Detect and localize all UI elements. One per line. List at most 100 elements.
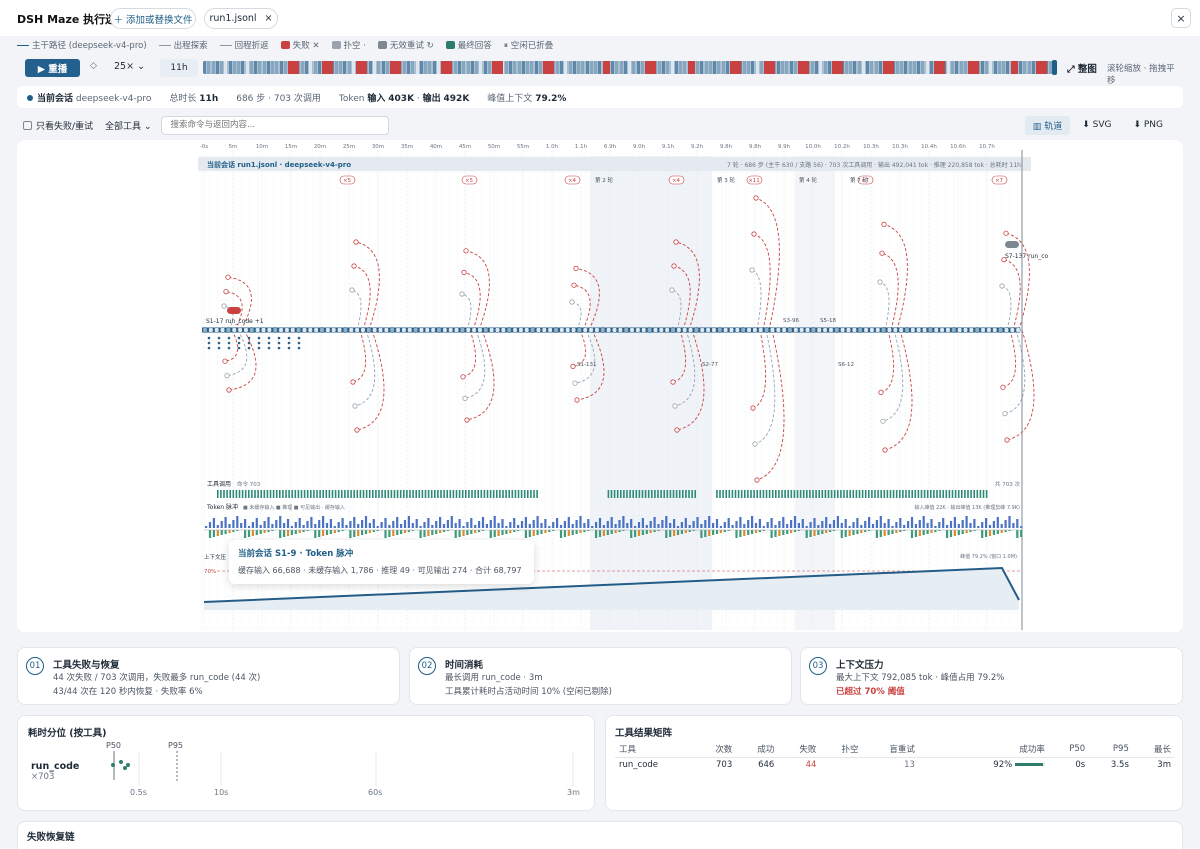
step-node[interactable]	[1015, 326, 1021, 334]
step-node[interactable]	[284, 326, 290, 334]
step-node[interactable]	[395, 326, 401, 334]
step-node[interactable]	[711, 326, 717, 334]
branch-end[interactable]	[354, 427, 360, 433]
step-node[interactable]	[214, 326, 220, 334]
step-node[interactable]	[752, 326, 758, 334]
step-node[interactable]	[266, 326, 272, 334]
step-node[interactable]	[787, 326, 793, 334]
step-node[interactable]	[962, 326, 969, 334]
branch-end[interactable]	[226, 387, 232, 393]
step-node[interactable]	[448, 326, 454, 334]
tool-select[interactable]: 全部工具 ⌄	[105, 119, 151, 132]
step-node[interactable]	[851, 326, 857, 334]
branch-end[interactable]	[572, 380, 578, 386]
step-node[interactable]	[933, 326, 939, 334]
only-fail-checkbox[interactable]	[23, 120, 32, 130]
branch-end[interactable]	[350, 379, 356, 385]
branch-end[interactable]	[352, 403, 358, 409]
step-node[interactable]	[290, 326, 296, 334]
step-node[interactable]	[354, 326, 360, 334]
branch-end[interactable]	[1003, 230, 1009, 236]
step-node[interactable]	[413, 326, 419, 334]
step-node[interactable]	[904, 326, 910, 334]
step-node[interactable]	[992, 326, 998, 334]
branch-end[interactable]	[573, 265, 579, 271]
branch-end[interactable]	[877, 279, 883, 285]
main-path-steps[interactable]	[202, 326, 1021, 350]
step-node[interactable]	[237, 326, 243, 334]
step-node[interactable]	[734, 326, 740, 334]
maze-panel[interactable]: -0s 5m 10m 15m 20m 25m 30m 35m 40m 45m 50m 55m 1.0h 1…	[17, 140, 1183, 632]
step-node[interactable]	[869, 326, 875, 334]
step-node[interactable]	[418, 326, 425, 334]
branch-end[interactable]	[464, 417, 470, 423]
fit-button[interactable]: ⤢ 整图	[1067, 64, 1097, 75]
step-node[interactable]	[617, 326, 623, 334]
branch-end[interactable]	[878, 389, 884, 395]
step-node[interactable]	[348, 326, 354, 334]
step-node[interactable]	[688, 326, 694, 334]
step-node[interactable]	[576, 326, 582, 334]
export-png-button[interactable]: ⬇ PNG	[1133, 120, 1163, 130]
branch-end[interactable]	[349, 287, 355, 293]
step-node[interactable]	[383, 326, 389, 334]
branch-end[interactable]	[351, 263, 357, 269]
step-node[interactable]	[957, 326, 963, 334]
step-node[interactable]	[670, 326, 676, 334]
replay-timeline[interactable]	[203, 61, 1053, 74]
branch-end[interactable]	[750, 405, 756, 411]
step-node[interactable]	[588, 326, 594, 334]
step-node[interactable]	[611, 326, 618, 334]
step-node[interactable]	[664, 326, 670, 334]
step-node[interactable]	[916, 326, 922, 334]
branch-end[interactable]	[225, 274, 231, 280]
step-node[interactable]	[225, 326, 231, 334]
step-node[interactable]	[676, 326, 682, 334]
step-node[interactable]	[740, 326, 746, 334]
branch-end[interactable]	[1004, 437, 1010, 443]
step-node[interactable]	[810, 326, 816, 334]
step-node[interactable]	[600, 326, 606, 334]
step-node[interactable]	[881, 326, 887, 334]
step-node[interactable]	[465, 326, 471, 334]
step-node[interactable]	[816, 326, 822, 334]
branch-end[interactable]	[353, 239, 359, 245]
branch-end[interactable]	[754, 477, 760, 483]
step-node[interactable]	[875, 326, 881, 334]
step-node[interactable]	[910, 326, 916, 334]
branch-end[interactable]	[751, 231, 757, 237]
step-node[interactable]	[389, 326, 395, 334]
view-track-button[interactable]: ▥ 轨道	[1024, 115, 1071, 135]
step-node[interactable]	[483, 326, 489, 334]
close-icon[interactable]: ×	[1171, 8, 1191, 28]
step-node[interactable]	[477, 326, 483, 334]
branch-end[interactable]	[222, 358, 228, 364]
step-node[interactable]	[506, 326, 512, 334]
branch-end[interactable]	[1001, 257, 1007, 263]
step-node[interactable]	[337, 326, 343, 334]
branch-end[interactable]	[224, 373, 230, 379]
step-node[interactable]	[401, 326, 407, 334]
step-node[interactable]	[769, 326, 776, 334]
step-node[interactable]	[1009, 326, 1015, 334]
step-node[interactable]	[278, 326, 284, 334]
step-node[interactable]	[799, 326, 805, 334]
step-node[interactable]	[325, 326, 331, 334]
step-node[interactable]	[512, 326, 518, 334]
step-node[interactable]	[260, 326, 267, 334]
step-node[interactable]	[998, 326, 1004, 334]
step-node[interactable]	[652, 326, 659, 334]
step-node[interactable]	[822, 326, 828, 334]
step-node[interactable]	[986, 326, 992, 334]
file-tab[interactable]: run1.jsonl ×	[204, 8, 278, 29]
step-node[interactable]	[764, 326, 770, 334]
step-node[interactable]	[530, 326, 536, 334]
step-node[interactable]	[635, 326, 641, 334]
step-node[interactable]	[705, 326, 711, 334]
step-node[interactable]	[582, 326, 588, 334]
step-node[interactable]	[898, 326, 904, 334]
step-node[interactable]	[658, 326, 664, 334]
export-svg-button[interactable]: ⬇ SVG	[1082, 120, 1112, 130]
branch-end[interactable]	[221, 303, 227, 309]
search-input[interactable]	[161, 115, 390, 135]
